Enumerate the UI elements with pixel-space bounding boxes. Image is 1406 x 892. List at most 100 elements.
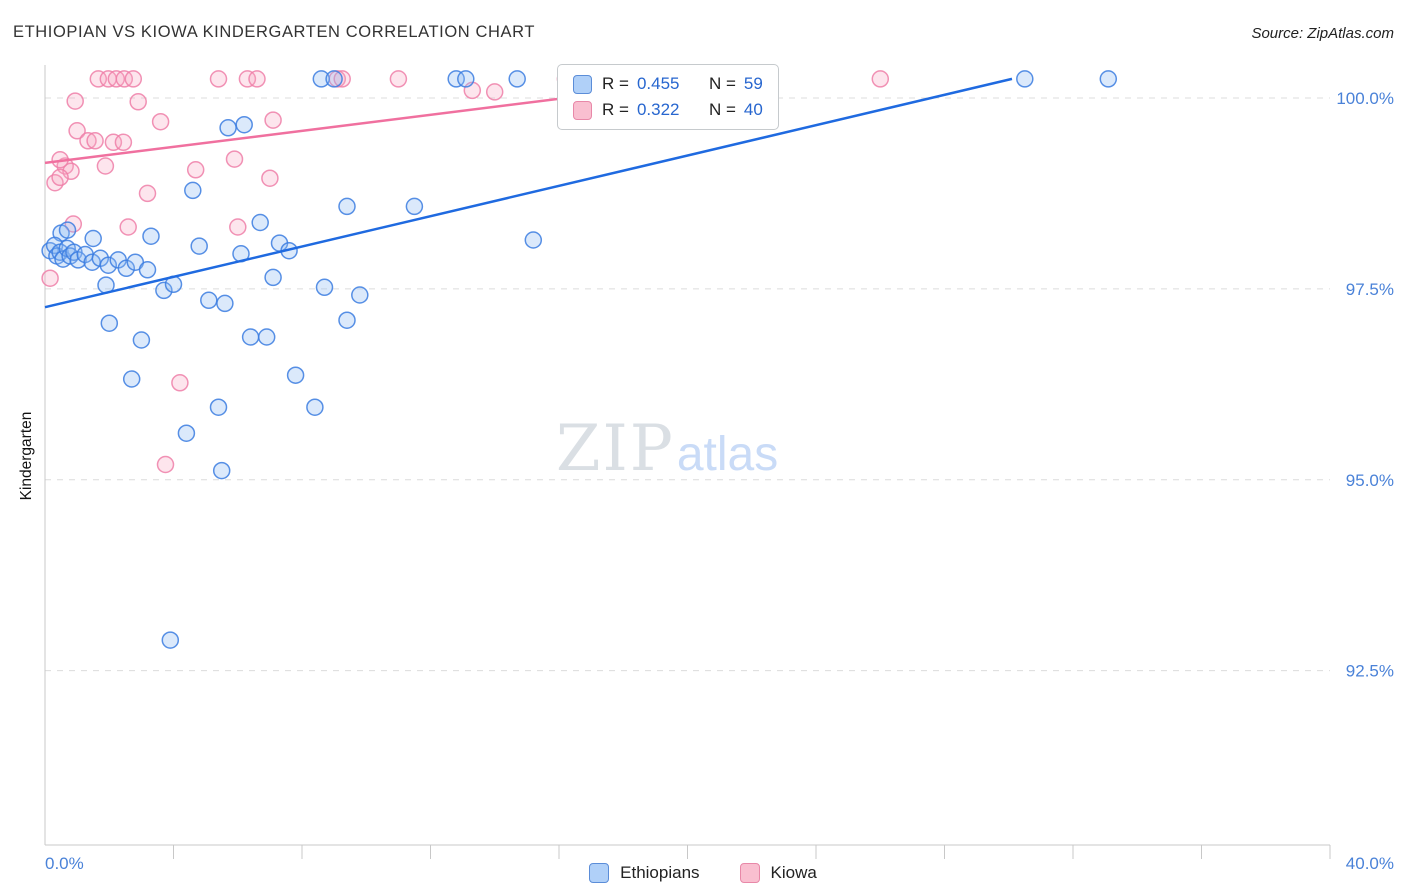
ethiopians-point — [216, 294, 234, 313]
kiowa-point — [41, 269, 59, 287]
ethiopians-point — [209, 398, 228, 416]
kiowa-point — [261, 169, 279, 187]
ethiopians-point — [1099, 70, 1118, 88]
kiowa-point — [229, 218, 247, 236]
kiowa-point — [151, 112, 170, 131]
n-value: 40 — [743, 100, 763, 119]
y-tick-label: 100.0% — [1336, 89, 1394, 108]
chart-title: ETHIOPIAN VS KIOWA KINDERGARTEN CORRELAT… — [13, 23, 536, 41]
ethiopians-trendline — [44, 77, 1013, 309]
kiowa-point — [119, 218, 137, 236]
kiowa-legend-swatch — [739, 863, 760, 883]
source-label: Source: ZipAtlas.com — [1251, 25, 1394, 42]
ethiopians-point — [122, 370, 141, 388]
ethiopians-point — [325, 70, 343, 88]
ethiopians-point — [405, 197, 424, 216]
ethiopians-point — [58, 221, 77, 239]
y-tick-label: 95.0% — [1346, 471, 1394, 490]
ethiopians-point — [524, 231, 543, 249]
y-tick-label: 92.5% — [1346, 662, 1394, 681]
stats-row-kiowa: R = 0.322 N = 40 — [573, 100, 763, 120]
kiowa-point — [89, 70, 108, 88]
kiowa-point — [114, 133, 133, 152]
ethiopians-point — [132, 331, 151, 349]
kiowa-point — [186, 161, 205, 179]
ethiopians-point — [184, 181, 202, 200]
ethiopians-point — [117, 259, 136, 278]
y-axis-title: Kindergarten — [18, 411, 35, 501]
kiowa-point — [96, 157, 115, 175]
kiowa-point — [171, 374, 189, 392]
x-max-label: 40.0% — [1346, 854, 1394, 873]
n-label: N = — [708, 74, 736, 93]
kiowa-point — [485, 83, 504, 101]
kiowa-point — [79, 132, 97, 150]
ethiopians-point — [264, 268, 282, 287]
ethiopians-swatch — [573, 74, 592, 94]
kiowa-point — [66, 92, 84, 110]
ethiopians-point — [177, 424, 196, 442]
ethiopians-point — [235, 115, 253, 134]
kiowa-point — [156, 455, 175, 474]
y-tick-label: 97.5% — [1346, 280, 1394, 299]
ethiopians-point — [161, 631, 180, 649]
ethiopians-point — [351, 286, 369, 304]
ethiopians-point — [155, 281, 173, 300]
ethiopians-point — [212, 461, 231, 480]
ethiopians-point — [338, 197, 356, 216]
ethiopians-point — [257, 328, 276, 346]
ethiopians-point — [142, 227, 160, 245]
kiowa-point — [104, 133, 123, 152]
kiowa-point — [68, 122, 86, 140]
kiowa-point — [389, 70, 408, 88]
ethiopians-point — [286, 366, 305, 384]
kiowa-point — [124, 70, 143, 88]
ethiopians-point — [190, 237, 208, 255]
n-label: N = — [708, 100, 736, 119]
r-label: R = — [602, 100, 629, 119]
ethiopians-point — [138, 261, 157, 279]
kiowa-point — [129, 93, 147, 111]
ethiopians-point — [306, 398, 324, 416]
kiowa-legend-label: Kiowa — [770, 863, 817, 882]
kiowa-point — [86, 132, 104, 150]
kiowa-point — [209, 70, 228, 88]
correlation-stats-box: R = 0.455 N = 59 R = 0.322 N = 40 — [557, 64, 779, 130]
bottom-legend: Ethiopians Kiowa — [0, 863, 1406, 883]
ethiopians-point — [251, 213, 269, 232]
ethiopians-point — [241, 328, 260, 346]
kiowa-point — [51, 168, 69, 187]
kiowa-trendline — [44, 87, 640, 165]
ethiopians-point — [447, 70, 465, 88]
legend-item-kiowa: Kiowa — [739, 863, 817, 883]
r-label: R = — [602, 74, 629, 93]
ethiopians-point — [457, 70, 475, 88]
kiowa-point — [264, 111, 282, 129]
n-value: 59 — [743, 74, 763, 93]
ethiopians-point — [1016, 70, 1034, 88]
ethiopians-point — [200, 291, 218, 310]
ethiopians-point — [100, 314, 119, 332]
ethiopians-point — [84, 229, 102, 248]
ethiopians-legend-label: Ethiopians — [620, 863, 700, 882]
kiowa-swatch — [573, 100, 592, 120]
ethiopians-point — [315, 278, 334, 297]
x-min-label: 0.0% — [45, 854, 84, 873]
r-value: 0.455 — [636, 74, 680, 93]
r-value: 0.322 — [636, 100, 680, 119]
ethiopians-point — [219, 119, 237, 137]
ethiopians-legend-swatch — [589, 863, 610, 883]
kiowa-point — [225, 150, 244, 168]
kiowa-point — [62, 162, 80, 181]
kiowa-point — [871, 70, 890, 88]
ethiopians-point — [508, 70, 526, 88]
kiowa-point — [238, 70, 257, 88]
kiowa-point — [138, 184, 157, 203]
stats-row-ethiopians: R = 0.455 N = 59 — [573, 74, 763, 94]
ethiopians-point — [99, 256, 118, 274]
legend-item-ethiopians: Ethiopians — [589, 863, 700, 883]
kiowa-point — [115, 70, 134, 88]
ethiopians-point — [312, 70, 331, 88]
